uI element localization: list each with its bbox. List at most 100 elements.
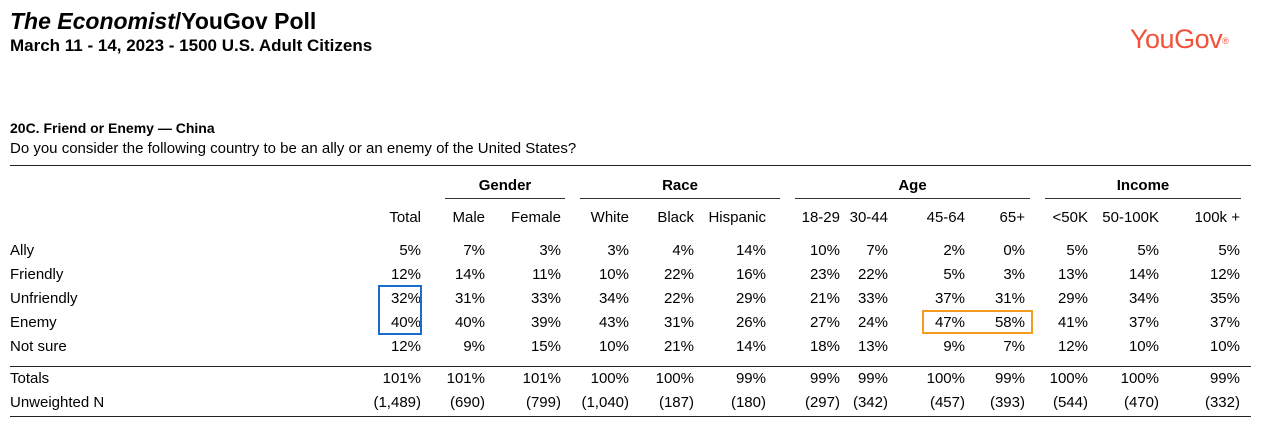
table-cell: 9% (463, 338, 485, 355)
table-cell: 34% (598, 290, 629, 307)
question-text: Do you consider the following country to… (10, 140, 577, 157)
table-cell: 34% (1128, 290, 1159, 307)
table-cell: 14% (735, 242, 766, 259)
totals-cell: 99% (857, 370, 888, 387)
group-header-income: Income (1116, 177, 1170, 194)
row-label: Enemy (10, 314, 57, 331)
column-header: 30-44 (849, 209, 888, 226)
table-cell: 13% (1057, 266, 1088, 283)
table-cell: 10% (1209, 338, 1240, 355)
table-cell: 10% (1128, 338, 1159, 355)
column-header: 18-29 (801, 209, 840, 226)
totals-cell: 100% (590, 370, 629, 387)
table-cell: 12% (1209, 266, 1240, 283)
totals-cell: 99% (735, 370, 766, 387)
totals-cell: 100% (926, 370, 965, 387)
column-header: 100k + (1194, 209, 1240, 226)
table-cell: 37% (934, 290, 965, 307)
table-cell: 4% (672, 242, 694, 259)
unweighted-cell: (470) (1123, 394, 1159, 411)
table-cell: 7% (1003, 338, 1025, 355)
table-cell: 43% (598, 314, 629, 331)
table-cell: 37% (1128, 314, 1159, 331)
totals-cell: 100% (1049, 370, 1088, 387)
table-cell: 11% (532, 266, 561, 283)
unweighted-cell: (187) (658, 394, 694, 411)
group-header-gender: Gender (478, 177, 532, 194)
yougov-logo-text: YouGov (1130, 24, 1223, 54)
unweighted-cell: (393) (989, 394, 1025, 411)
table-cell: 26% (735, 314, 766, 331)
table-cell: 10% (598, 338, 629, 355)
table-cell: 24% (857, 314, 888, 331)
poll-subtitle: March 11 - 14, 2023 - 1500 U.S. Adult Ci… (10, 36, 373, 55)
table-cell: 15% (530, 338, 561, 355)
table-cell: 21% (809, 290, 840, 307)
row-label: Unfriendly (10, 290, 78, 307)
row-label: Friendly (10, 266, 64, 283)
unweighted-cell: (180) (730, 394, 766, 411)
unweighted-cell: (799) (525, 394, 561, 411)
group-header-age: Age (898, 177, 927, 194)
table-cell: 40% (390, 314, 421, 331)
table-cell: 33% (530, 290, 561, 307)
unweighted-cell: (690) (449, 394, 485, 411)
table-cell: 3% (1003, 266, 1025, 283)
column-header: White (590, 209, 629, 226)
column-header: 45-64 (926, 209, 965, 226)
table-cell: 33% (857, 290, 888, 307)
table-cell: 40% (454, 314, 485, 331)
totals-cell: 101% (382, 370, 421, 387)
table-cell: 29% (1057, 290, 1088, 307)
table-cell: 18% (809, 338, 840, 355)
group-rule-income (1045, 198, 1241, 199)
table-cell: 12% (390, 338, 421, 355)
unweighted-cell: (457) (929, 394, 965, 411)
table-cell: 3% (607, 242, 629, 259)
unweighted-cell: (332) (1204, 394, 1240, 411)
table-cell: 13% (857, 338, 888, 355)
table-cell: 10% (598, 266, 629, 283)
table-cell: 41% (1057, 314, 1088, 331)
unweighted-cell: (342) (852, 394, 888, 411)
table-cell: 5% (399, 242, 421, 259)
table-cell: 29% (735, 290, 766, 307)
table-cell: 5% (943, 266, 965, 283)
totals-label: Totals (10, 370, 50, 387)
poll-title-publication: The Economist (10, 8, 175, 34)
table-cell: 16% (735, 266, 766, 283)
table-top-rule (10, 165, 1251, 166)
table-cell: 27% (809, 314, 840, 331)
table-cell: 7% (866, 242, 888, 259)
poll-title: The Economist/YouGov Poll (10, 8, 316, 34)
table-cell: 37% (1209, 314, 1240, 331)
table-cell: 5% (1066, 242, 1088, 259)
unweighted-cell: (1,489) (373, 394, 421, 411)
table-cell: 22% (663, 266, 694, 283)
table-cell: 35% (1209, 290, 1240, 307)
unweighted-label: Unweighted N (10, 394, 105, 411)
group-rule-age (795, 198, 1030, 199)
table-cell: 10% (809, 242, 840, 259)
totals-cell: 99% (809, 370, 840, 387)
totals-cell: 99% (1209, 370, 1240, 387)
totals-cell: 100% (1120, 370, 1159, 387)
column-header: Total (389, 209, 421, 226)
poll-title-suffix: /YouGov Poll (174, 8, 317, 34)
totals-rule (10, 366, 1251, 367)
table-cell: 58% (994, 314, 1025, 331)
table-cell: 14% (735, 338, 766, 355)
unweighted-cell: (297) (804, 394, 840, 411)
column-header: Male (452, 209, 485, 226)
totals-cell: 100% (655, 370, 694, 387)
table-cell: 0% (1003, 242, 1025, 259)
table-cell: 47% (934, 314, 965, 331)
group-header-race: Race (662, 177, 698, 194)
question-title: 20C. Friend or Enemy — China (10, 120, 215, 136)
totals-cell: 101% (446, 370, 485, 387)
row-label: Not sure (10, 338, 67, 355)
table-cell: 32% (390, 290, 421, 307)
totals-cell: 99% (994, 370, 1025, 387)
table-cell: 31% (994, 290, 1025, 307)
column-header: Black (657, 209, 694, 226)
